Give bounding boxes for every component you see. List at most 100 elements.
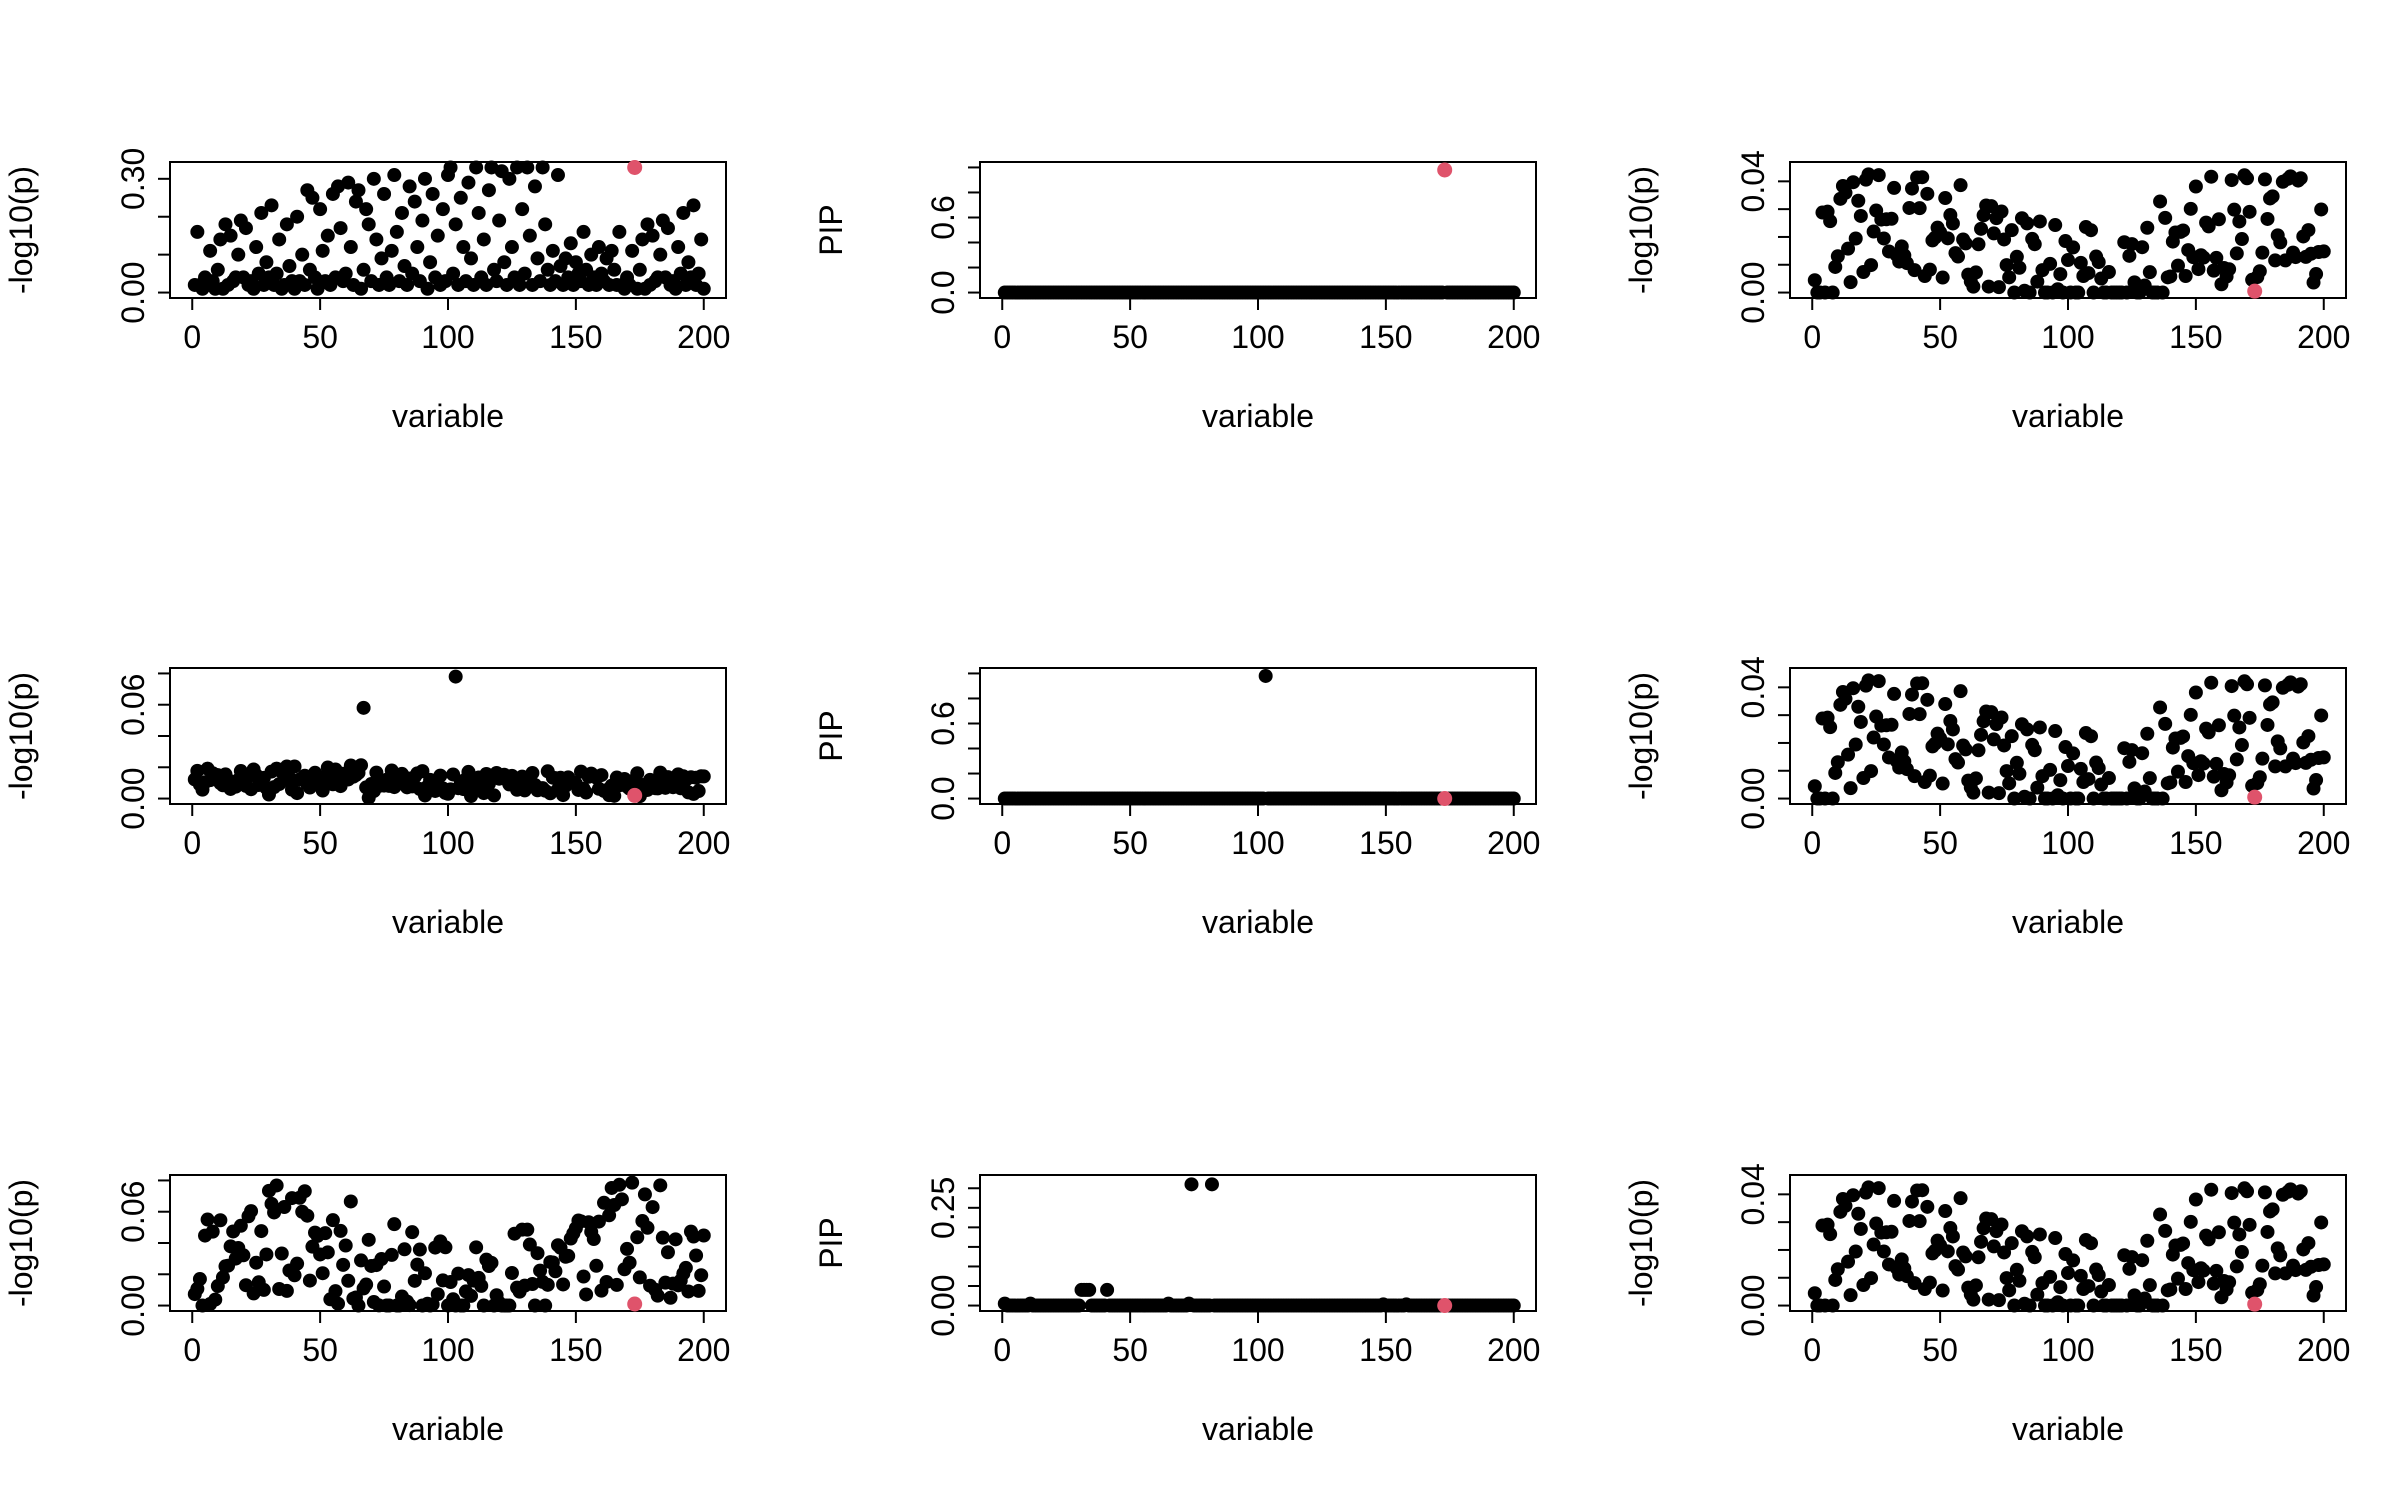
data-point (2240, 677, 2255, 692)
data-point (1071, 1298, 1086, 1313)
data-point (1981, 1292, 1996, 1307)
data-point (272, 232, 287, 247)
data-point (1935, 1283, 1950, 1298)
data-point (1915, 170, 1930, 185)
data-point (663, 1290, 678, 1305)
y-tick-label: 0.6 (925, 701, 961, 745)
data-point (366, 171, 381, 186)
data-point (2142, 1278, 2157, 1293)
data-point (520, 1222, 535, 1237)
data-point (653, 1178, 668, 1193)
data-point (1971, 743, 1986, 758)
data-point (1966, 1292, 1981, 1307)
data-point (2048, 1231, 2063, 1246)
data-point (694, 1268, 709, 1283)
data-point (443, 160, 458, 175)
data-point (2176, 1236, 2191, 1251)
data-point (2314, 202, 2329, 217)
data-point (192, 1272, 207, 1287)
data-point (282, 259, 297, 274)
data-point (1958, 236, 1973, 251)
data-point (2257, 1185, 2272, 1200)
chart-panel-row2-col3: 0 50 100 150 200 variable 0.00 0.04 -log10(p) (1623, 656, 2350, 940)
data-point (504, 1266, 519, 1281)
data-point (2122, 754, 2137, 769)
y-axis-label: -log10(p) (1623, 672, 1659, 800)
x-axis-label: variable (392, 398, 504, 434)
data-point (2061, 253, 2075, 268)
data-point (2229, 752, 2244, 767)
data-point (2012, 260, 2027, 275)
data-point (1904, 687, 1919, 702)
data-point (594, 768, 609, 783)
data-point (1864, 1271, 1879, 1286)
data-point (527, 179, 542, 194)
x-tick-label: 50 (1112, 1332, 1148, 1368)
data-point (2252, 770, 2267, 785)
data-point (456, 240, 471, 255)
data-point (351, 183, 366, 198)
data-point (1871, 674, 1886, 689)
data-point (2265, 695, 2280, 710)
data-point (620, 1241, 635, 1256)
data-point (1974, 1234, 1989, 1249)
data-point (351, 1298, 366, 1313)
data-point (348, 194, 363, 209)
data-point (563, 236, 578, 251)
data-point (492, 213, 507, 228)
data-point (1951, 755, 1966, 770)
data-point (420, 281, 435, 296)
data-point (520, 160, 535, 175)
data-point (1100, 1282, 1115, 1297)
data-point (2020, 1229, 2035, 1244)
data-point (354, 281, 369, 296)
data-point (2222, 262, 2237, 277)
data-point (1887, 180, 1902, 195)
data-point (2158, 1223, 2173, 1238)
data-point (504, 240, 519, 255)
data-point (487, 262, 502, 277)
data-point (1828, 765, 1843, 780)
x-tick-label: 200 (1487, 1332, 1540, 1368)
data-point (407, 1273, 422, 1288)
data-point (1853, 714, 1868, 729)
data-point (1966, 279, 1981, 294)
data-point (2020, 216, 2035, 231)
data-point (2135, 1253, 2150, 1268)
data-point (1904, 181, 1919, 196)
data-point (530, 251, 545, 266)
data-point (2234, 1245, 2249, 1260)
data-point (343, 1194, 358, 1209)
data-point (2032, 1227, 2047, 1242)
y-axis-label: PIP (813, 710, 849, 762)
data-point (208, 1292, 223, 1307)
data-point (586, 1232, 601, 1247)
x-tick-label: 100 (2041, 825, 2094, 861)
x-tick-label: 100 (1231, 825, 1284, 861)
data-point (356, 262, 371, 277)
data-point (1902, 706, 1917, 721)
data-point (1861, 167, 1876, 182)
data-point (1082, 1282, 1097, 1297)
data-point (1951, 1262, 1966, 1277)
data-point (218, 217, 233, 232)
data-point (1884, 211, 1899, 226)
data-point (1940, 737, 1955, 752)
data-point (1940, 231, 1955, 246)
data-point (2066, 1253, 2081, 1268)
data-point (433, 768, 448, 783)
data-point (238, 221, 253, 236)
data-point (681, 255, 696, 270)
data-point (1846, 681, 1861, 696)
data-point (2176, 729, 2191, 744)
data-point (343, 240, 358, 255)
data-point (2140, 726, 2155, 741)
data-point (2211, 1225, 2226, 1240)
data-point (461, 175, 476, 190)
chart-panel-row2-col2: 0 50 100 150 200 variable 0.0 0.6 PIP (813, 667, 1540, 940)
data-point (545, 243, 560, 258)
data-point (256, 1282, 271, 1297)
data-point (2002, 776, 2017, 791)
data-point (2316, 244, 2331, 259)
data-point (315, 243, 330, 258)
